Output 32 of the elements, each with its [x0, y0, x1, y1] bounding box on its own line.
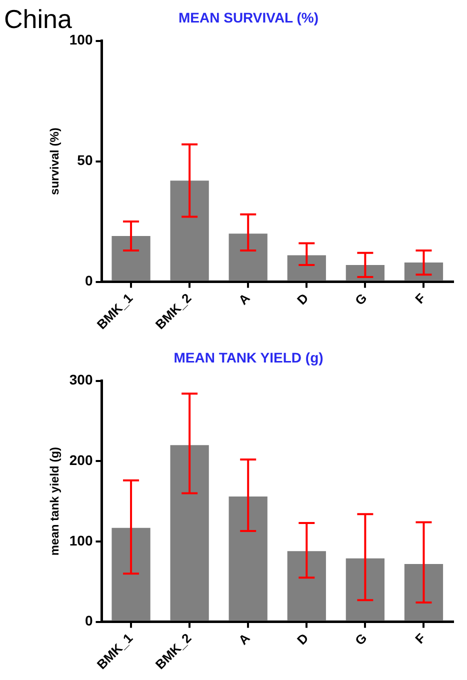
- bar: [287, 255, 326, 281]
- x-tick-label: A: [236, 630, 254, 648]
- y-tick-label: 100: [69, 532, 93, 548]
- y-tick-label: 0: [84, 272, 93, 289]
- bar: [228, 496, 268, 621]
- bar: [112, 236, 150, 281]
- chart-title: MEAN TANK YIELD (g): [174, 349, 324, 366]
- bar: [170, 180, 209, 281]
- bar: [404, 262, 444, 281]
- x-tick-label: G: [352, 290, 370, 308]
- y-tick-label: 200: [69, 452, 93, 468]
- bar: [228, 234, 268, 281]
- chart-title: MEAN SURVIVAL (%): [178, 9, 319, 26]
- y-tick-label: 100: [69, 32, 93, 48]
- x-tick-label: F: [412, 290, 428, 307]
- bar: [346, 558, 385, 621]
- text: China: [4, 4, 72, 34]
- y-axis-title: survival (%): [48, 128, 62, 195]
- bar: [112, 528, 150, 621]
- y-axis-title: mean tank yield (g): [48, 446, 62, 556]
- x-tick-label: F: [412, 630, 428, 647]
- x-tick-label: G: [352, 630, 370, 648]
- bar: [404, 564, 444, 621]
- bar: [346, 264, 385, 281]
- x-tick-label: A: [236, 290, 254, 308]
- bar: [170, 445, 209, 621]
- x-tick-label: D: [294, 630, 312, 648]
- y-tick-label: 50: [77, 152, 93, 168]
- y-tick-label: 0: [84, 612, 93, 629]
- y-tick-label: 300: [69, 372, 93, 388]
- bar: [287, 551, 326, 621]
- x-tick-label: D: [294, 290, 312, 308]
